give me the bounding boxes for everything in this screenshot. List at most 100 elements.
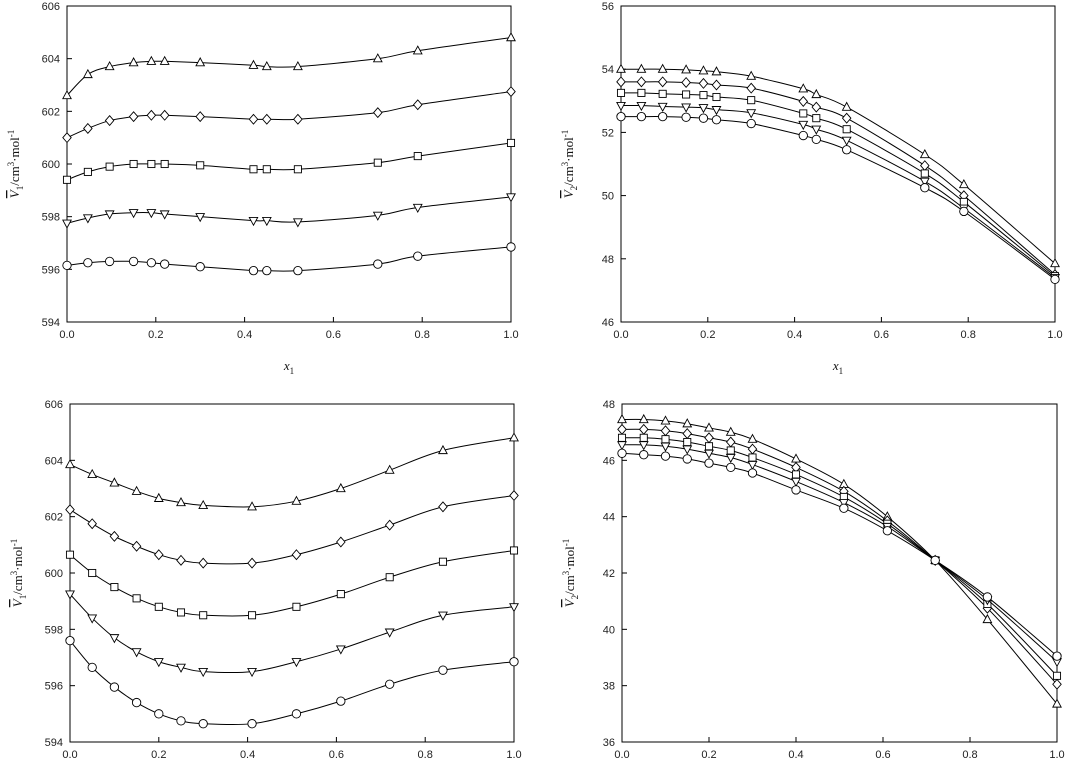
y-tick-label: 596 <box>45 681 63 693</box>
data-point-square <box>65 550 75 559</box>
x-tick-label: 0.0 <box>613 329 628 341</box>
y-tick-label: 40 <box>603 624 615 636</box>
data-point-circle <box>711 115 722 125</box>
x-tick-label: 1.0 <box>503 329 518 341</box>
data-point-triangle-up <box>798 83 809 93</box>
data-point-triangle-down <box>87 614 98 624</box>
data-point-square <box>1052 671 1062 680</box>
y-tick-label: 606 <box>42 1 60 13</box>
data-point-circle <box>639 450 649 460</box>
data-point-square <box>799 109 808 118</box>
y-tick-label: 600 <box>45 568 63 580</box>
data-point-triangle-up <box>657 63 668 73</box>
data-point-diamond <box>617 423 627 435</box>
data-point-circle <box>87 662 97 673</box>
data-point-diamond <box>336 536 346 548</box>
data-point-circle <box>83 258 93 268</box>
y-tick-label: 606 <box>45 399 63 411</box>
data-point-square <box>196 161 205 170</box>
data-point-circle <box>882 526 892 536</box>
data-point-triangle-down <box>746 109 757 119</box>
data-point-triangle-up <box>384 464 395 474</box>
data-point-square <box>249 165 258 174</box>
data-point-circle <box>959 206 969 217</box>
data-point-triangle-down <box>841 136 852 146</box>
data-point-triangle-down <box>412 203 423 214</box>
data-point-square <box>637 88 646 97</box>
data-point-triangle-down <box>617 441 627 451</box>
data-point-triangle-up <box>65 458 75 469</box>
series-line <box>621 444 1058 663</box>
data-point-triangle-up <box>198 499 209 509</box>
data-point-square <box>704 442 714 451</box>
series-line <box>69 593 515 673</box>
data-point-circle <box>198 719 208 729</box>
data-point-diamond <box>87 518 97 530</box>
data-point-triangle-down <box>247 667 257 678</box>
data-point-triangle-up <box>1050 257 1060 268</box>
data-point-diamond <box>811 101 822 113</box>
x-tick-label: 0.2 <box>701 749 716 761</box>
data-point-triangle-down <box>919 177 930 187</box>
data-point-diamond <box>373 107 383 119</box>
chart-panel-bottom-right: 0.00.20.40.60.81.036384042444648x1V2/cm3… <box>561 399 1065 761</box>
data-point-triangle-up <box>412 45 423 55</box>
data-point-triangle-down <box>82 214 93 224</box>
data-point-diamond <box>747 443 758 455</box>
x-tick-label: 0.4 <box>788 749 803 761</box>
data-point-diamond <box>293 113 303 125</box>
series-triangle-down <box>617 441 1062 668</box>
data-point-square <box>438 557 447 566</box>
data-point-triangle-up <box>791 453 801 463</box>
x-tick-label: 0.4 <box>787 329 802 341</box>
series-line <box>621 437 1058 677</box>
data-point-circle <box>842 145 852 155</box>
x-tick-label: 1.0 <box>1047 329 1062 341</box>
data-point-square <box>812 114 821 123</box>
data-point-diamond <box>198 557 208 569</box>
series-triangle-down <box>65 590 519 678</box>
data-point-triangle-down <box>704 449 714 459</box>
data-point-triangle-up <box>438 444 448 455</box>
x-tick-label: 0.6 <box>326 329 341 341</box>
data-point-triangle-up <box>292 61 303 71</box>
data-point-triangle-down <box>657 102 668 113</box>
y-tick-label: 38 <box>603 681 615 693</box>
data-point-triangle-up <box>176 497 186 507</box>
data-point-square <box>199 611 208 620</box>
series-square <box>65 546 519 620</box>
data-point-triangle-up <box>636 63 647 73</box>
data-point-triangle-down <box>384 628 395 638</box>
data-point-triangle-up <box>841 101 852 111</box>
data-point-triangle-up <box>698 65 709 75</box>
data-point-triangle-up <box>725 426 736 436</box>
y-tick-label: 604 <box>42 54 60 66</box>
data-point-circle <box>616 111 626 122</box>
y-tick-label: 594 <box>45 737 63 749</box>
data-point-circle <box>195 262 205 272</box>
data-point-square <box>747 96 756 105</box>
y-axis-title: V1/cm3·mol-1 <box>9 539 28 608</box>
y-tick-label: 596 <box>42 264 60 276</box>
data-point-diamond <box>65 504 75 516</box>
y-axis-title: V1/cm3·mol-1 <box>6 130 25 199</box>
data-point-circle <box>930 555 940 565</box>
data-point-circle <box>128 256 139 267</box>
data-point-circle <box>509 657 519 667</box>
data-point-circle <box>262 265 272 276</box>
data-point-triangle-up <box>62 89 72 100</box>
data-point-diamond <box>247 557 257 569</box>
plot-frame <box>69 403 515 743</box>
data-point-diamond <box>159 109 170 121</box>
data-point-circle <box>109 682 120 692</box>
plot-frame <box>620 5 1056 323</box>
series-triangle-down <box>616 101 1060 284</box>
data-point-triangle-down <box>616 101 626 112</box>
data-point-square <box>683 438 692 447</box>
data-point-circle <box>704 458 714 468</box>
data-point-triangle-up <box>1052 698 1062 708</box>
data-point-triangle-up <box>104 61 115 71</box>
data-point-triangle-down <box>62 219 72 229</box>
data-point-circle <box>146 258 157 268</box>
